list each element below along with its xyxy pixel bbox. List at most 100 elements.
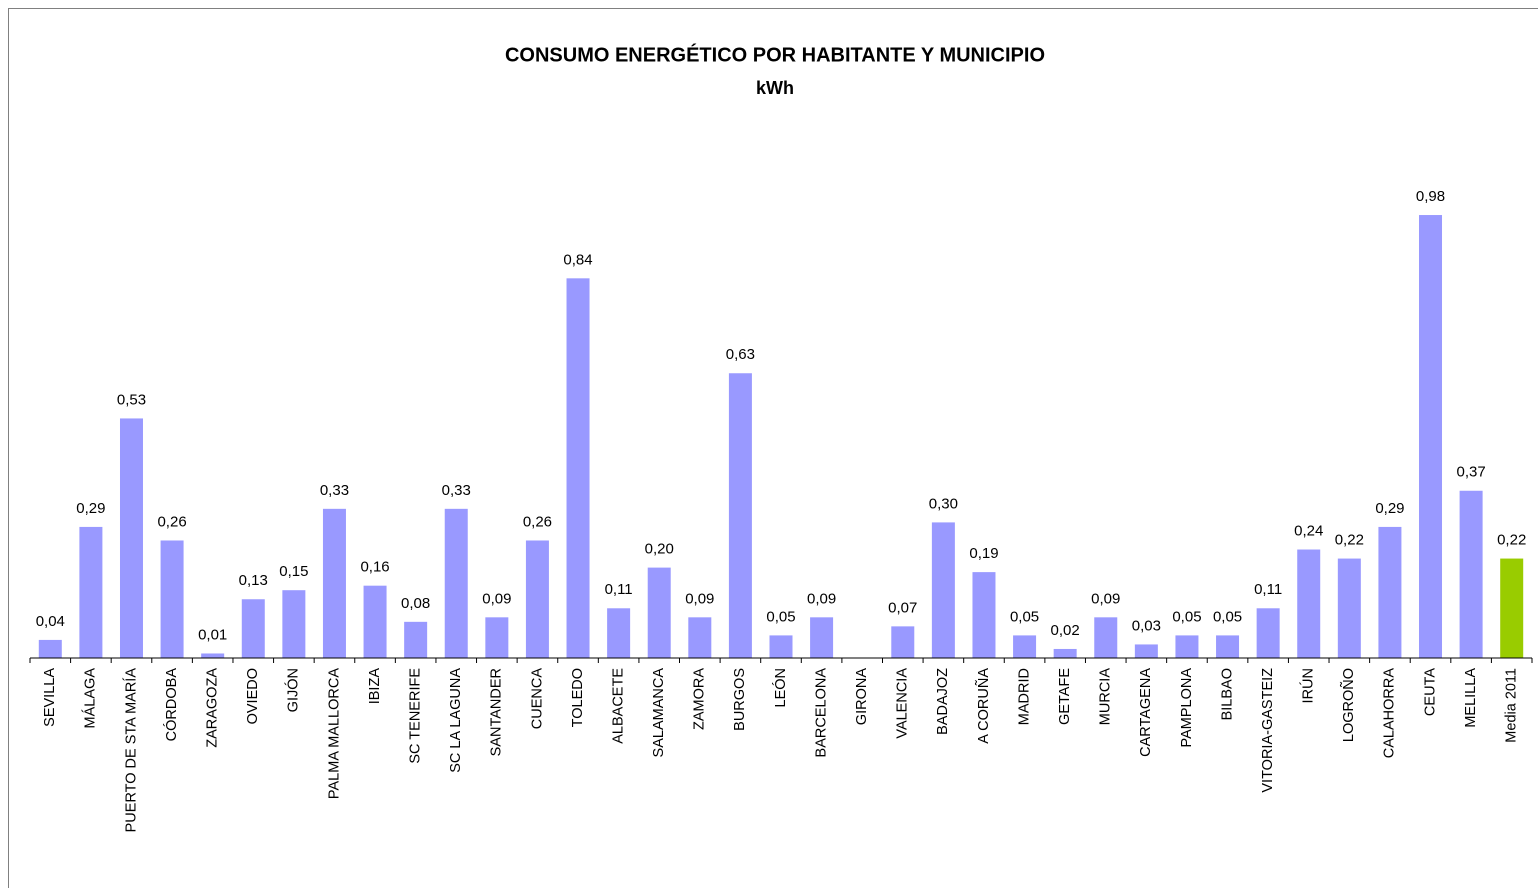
bar xyxy=(1297,549,1321,658)
bar xyxy=(607,608,631,658)
bar xyxy=(363,585,387,658)
x-tick-label: BADAJOZ xyxy=(935,668,951,735)
bar xyxy=(38,639,62,658)
data-label: 0,13 xyxy=(239,572,268,589)
x-tick-label: PALMA MALLORCA xyxy=(326,668,342,799)
data-label: 0,05 xyxy=(1010,608,1039,625)
data-label: 0,20 xyxy=(645,541,674,558)
x-tick-label: GIJÓN xyxy=(285,668,302,712)
bar xyxy=(1094,617,1118,658)
bar xyxy=(322,508,346,658)
data-label: 0,01 xyxy=(198,626,227,643)
data-label: 0,22 xyxy=(1497,532,1526,549)
x-tick-label: CÓRDOBA xyxy=(163,668,180,742)
data-label: 0,08 xyxy=(401,595,430,612)
data-label: 0,84 xyxy=(563,251,592,268)
bar xyxy=(201,653,225,658)
x-tick-label: BARCELONA xyxy=(813,668,829,758)
bar xyxy=(1175,635,1199,658)
data-label: 0,26 xyxy=(523,513,552,530)
bar xyxy=(647,567,671,658)
x-tick-label: BILBAO xyxy=(1219,668,1235,720)
data-label: 0,15 xyxy=(279,563,308,580)
x-tick-label: PAMPLONA xyxy=(1179,668,1195,748)
x-tick-label: CALAHORRA xyxy=(1382,668,1398,759)
x-tick-label: ZARAGOZA xyxy=(205,668,221,748)
chart-frame xyxy=(8,8,1538,888)
data-label: 0,03 xyxy=(1132,617,1161,634)
x-tick-label: SALAMANCA xyxy=(651,668,667,758)
x-tick-label: SC TENERIFE xyxy=(407,668,423,764)
x-tick-label: ALBACETE xyxy=(610,668,626,744)
bar xyxy=(891,626,915,658)
bar xyxy=(769,635,793,658)
chart-subtitle: kWh xyxy=(756,78,794,98)
x-tick-label: VALENCIA xyxy=(895,668,911,739)
bar xyxy=(1337,558,1361,658)
data-label: 0,11 xyxy=(1254,581,1282,598)
data-label: 0,30 xyxy=(929,495,958,512)
bar xyxy=(1134,644,1158,658)
x-tick-label: GETAFE xyxy=(1057,668,1073,725)
x-tick-label: Media 2011 xyxy=(1504,668,1520,743)
bar xyxy=(241,599,265,658)
bar xyxy=(931,522,955,658)
bar xyxy=(1053,648,1077,658)
bar xyxy=(444,508,468,658)
x-tick-label: A CORUÑA xyxy=(975,668,992,744)
data-label: 0,05 xyxy=(1213,608,1242,625)
x-tick-label: PUERTO DE STA MARÍA xyxy=(122,668,139,833)
x-tick-label: SEVILLA xyxy=(42,668,58,727)
data-label: 0,05 xyxy=(1172,608,1201,625)
data-label: 0,24 xyxy=(1294,522,1323,539)
x-tick-label: CARTAGENA xyxy=(1138,668,1154,757)
data-label: 0,26 xyxy=(157,513,186,530)
bar xyxy=(1459,490,1483,658)
data-label: 0,37 xyxy=(1457,464,1486,481)
x-tick-label: TOLEDO xyxy=(570,668,586,727)
bar xyxy=(119,418,143,658)
data-label: 0,11 xyxy=(605,581,633,598)
bar xyxy=(79,526,103,658)
bar xyxy=(1013,635,1037,658)
data-label: 0,09 xyxy=(482,590,511,607)
bar xyxy=(972,572,996,658)
x-tick-label: MADRID xyxy=(1016,668,1032,725)
x-tick-label: SANTANDER xyxy=(489,668,505,756)
x-tick-label: MELILLA xyxy=(1463,668,1479,728)
bar xyxy=(1216,635,1240,658)
x-tick-label: IBIZA xyxy=(367,668,383,705)
data-label: 0,05 xyxy=(766,608,795,625)
x-tick-label: MURCIA xyxy=(1098,668,1114,726)
x-tick-label: IRÚN xyxy=(1300,668,1317,703)
x-tick-label: CEUTA xyxy=(1422,668,1438,716)
data-label: 0,29 xyxy=(76,500,105,517)
data-label: 0,33 xyxy=(320,482,349,499)
data-label: 0,19 xyxy=(969,545,998,562)
data-label: 0,09 xyxy=(685,590,714,607)
bar xyxy=(728,373,752,658)
data-label: 0,98 xyxy=(1416,188,1445,205)
x-tick-label: LEÓN xyxy=(772,668,789,708)
data-label: 0,33 xyxy=(442,482,471,499)
bar xyxy=(404,621,428,658)
x-tick-label: OVIEDO xyxy=(245,668,261,724)
bar xyxy=(810,617,834,658)
x-tick-label: GIRONA xyxy=(854,668,870,726)
data-label: 0,09 xyxy=(1091,590,1120,607)
data-label: 0,53 xyxy=(117,391,146,408)
bar xyxy=(160,540,184,658)
data-label: 0,16 xyxy=(360,559,389,576)
data-label: 0,22 xyxy=(1335,532,1364,549)
data-label: 0,29 xyxy=(1375,500,1404,517)
data-label: 0,63 xyxy=(726,346,755,363)
x-tick-label: BURGOS xyxy=(732,668,748,731)
bar xyxy=(688,617,712,658)
x-tick-label: CUENCA xyxy=(529,668,545,730)
x-tick-label: ZAMORA xyxy=(692,668,708,730)
data-label: 0,04 xyxy=(36,613,65,630)
data-label: 0,02 xyxy=(1051,622,1080,639)
x-tick-label: LOGROÑO xyxy=(1340,668,1357,742)
bar xyxy=(1256,608,1280,658)
